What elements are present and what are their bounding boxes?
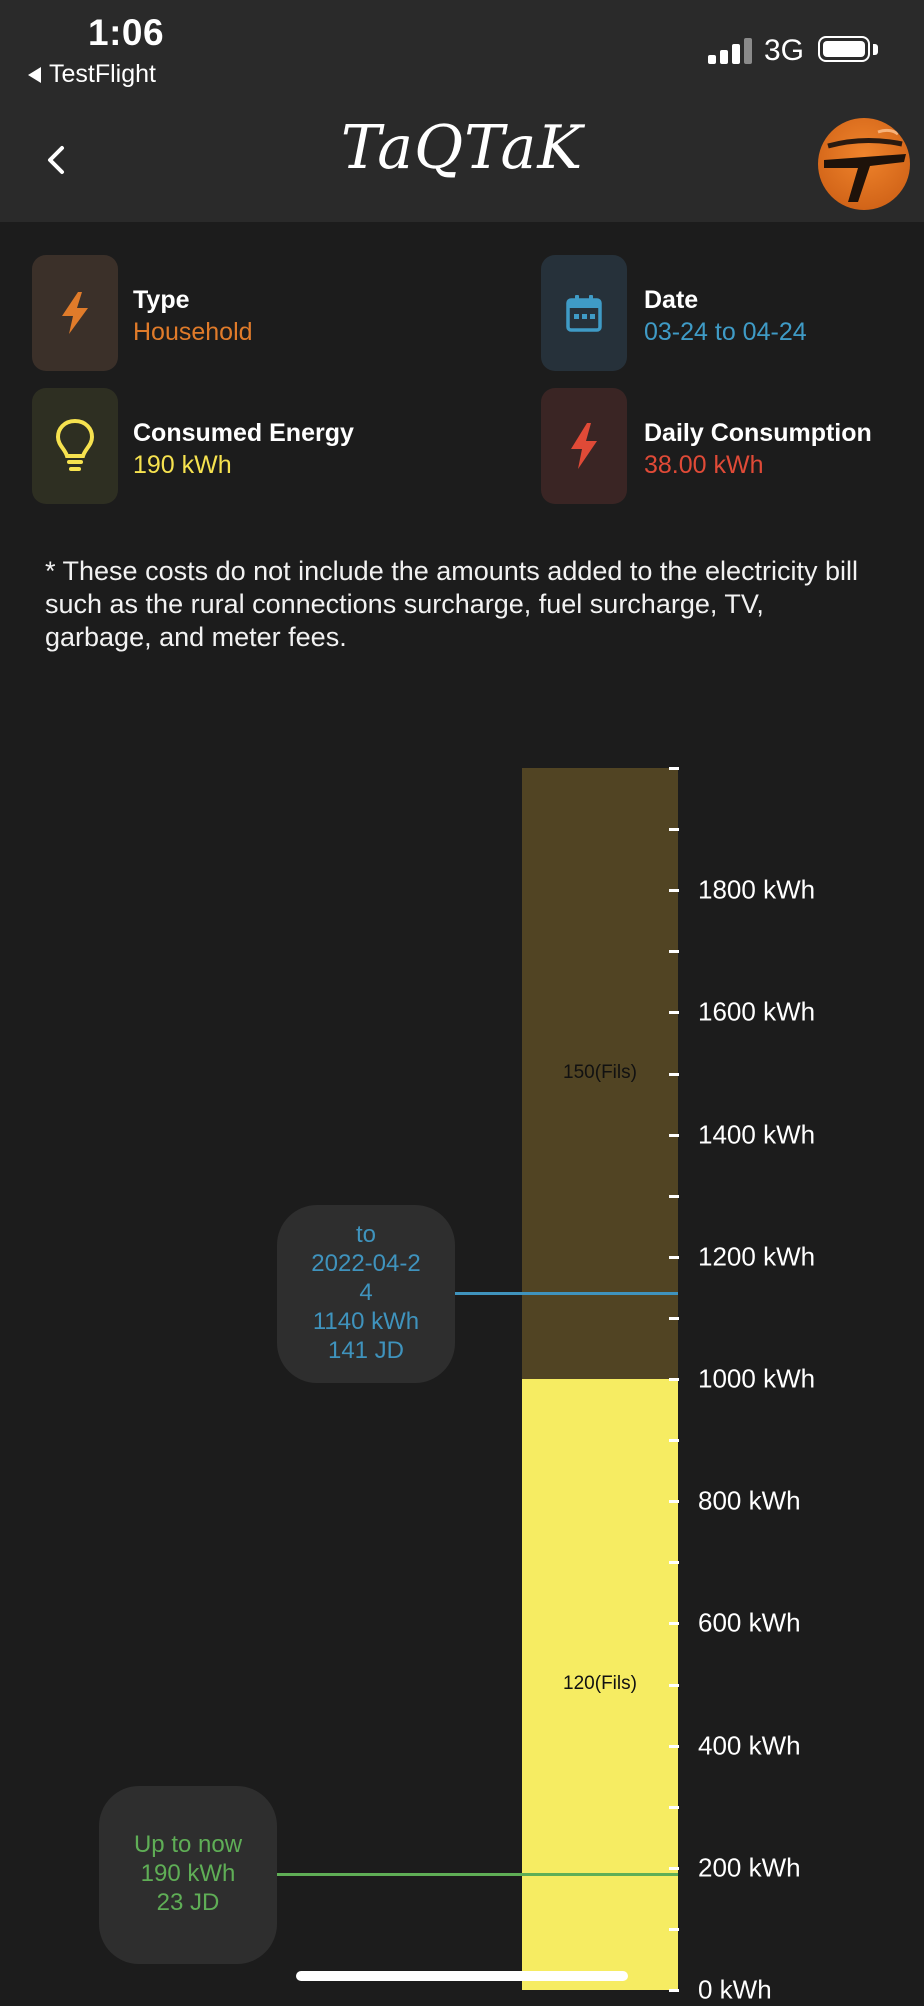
axis-tick-label: 1600 kWh — [698, 996, 816, 1027]
projection-to: to — [355, 1221, 376, 1249]
lightbulb-icon — [55, 418, 95, 471]
battery-cap — [873, 44, 878, 55]
projection-cost: 141 JD — [327, 1337, 405, 1365]
axis-tick — [669, 1194, 679, 1198]
status-bar — [0, 0, 924, 110]
daily-icon-tile — [541, 388, 627, 504]
bolt-icon — [62, 292, 88, 334]
date-value: 03-24 to 04-24 — [644, 318, 807, 346]
projection-line — [455, 1292, 678, 1296]
axis-tick-label: 0 kWh — [698, 1974, 772, 2005]
axis-tick — [669, 950, 679, 954]
axis-tick-label: 1200 kWh — [698, 1241, 816, 1272]
type-value: Household — [133, 318, 253, 346]
axis-tick — [669, 1133, 679, 1137]
energy-value: 190 kWh — [133, 451, 232, 479]
axis-tick — [669, 1072, 679, 1076]
type-info: Type Household — [133, 286, 253, 347]
current-kwh: 190 kWh — [140, 1859, 236, 1887]
date-title: Date — [644, 286, 699, 314]
battery-icon — [818, 36, 870, 62]
axis-tick-label: 1800 kWh — [698, 874, 816, 905]
back-triangle-icon — [28, 66, 41, 83]
axis-tick — [669, 889, 679, 893]
chevron-left-icon[interactable] — [38, 140, 78, 180]
axis-tick-label: 400 kWh — [698, 1730, 801, 1761]
app-logo-icon[interactable] — [818, 118, 910, 210]
bolt-icon — [571, 423, 597, 469]
axis-tick — [669, 828, 679, 832]
tier-bar-150: 150(Fils) — [522, 768, 678, 1379]
back-app-label: TestFlight — [49, 60, 156, 88]
energy-title: Consumed Energy — [133, 419, 354, 447]
current-line — [277, 1872, 678, 1876]
app-title: TaQTaK — [340, 113, 584, 183]
axis-tick — [669, 1255, 679, 1259]
date-icon-tile — [541, 255, 627, 371]
axis-tick — [669, 1500, 679, 1504]
tier-bar-120: 120(Fils) — [522, 1379, 678, 1990]
navigation-bar — [0, 110, 924, 222]
axis-tick — [669, 1805, 679, 1809]
axis-tick-label: 800 kWh — [698, 1485, 801, 1516]
daily-value: 38.00 kWh — [644, 451, 764, 479]
tier-label-120: 120(Fils) — [563, 1672, 637, 1694]
axis-tick — [669, 1927, 679, 1931]
date-info: Date 03-24 to 04-24 — [644, 286, 807, 347]
daily-title: Daily Consumption — [644, 419, 872, 447]
axis-tick — [669, 1744, 679, 1748]
axis-tick — [669, 1316, 679, 1320]
axis-tick-label: 1000 kWh — [698, 1363, 816, 1394]
axis-tick-label: 200 kWh — [698, 1852, 801, 1883]
current-bubble: Up to now 190 kWh 23 JD — [99, 1785, 277, 1964]
projection-bubble: to 2022-04-2 4 1140 kWh 141 JD — [277, 1205, 455, 1384]
projection-kwh: 1140 kWh — [312, 1308, 420, 1336]
type-icon-tile — [32, 255, 118, 371]
back-to-app-link[interactable]: TestFlight — [28, 60, 156, 89]
tier-label-150: 150(Fils) — [563, 1061, 637, 1083]
network-type: 3G — [764, 34, 805, 67]
axis-tick — [669, 767, 679, 770]
type-title: Type — [133, 286, 190, 314]
calendar-icon — [566, 295, 602, 332]
signal-strength-icon — [708, 38, 754, 64]
axis-tick — [669, 1378, 679, 1381]
axis-tick — [669, 1683, 679, 1687]
home-indicator — [296, 1971, 628, 1981]
status-time: 1:06 — [88, 12, 165, 53]
axis-tick-label: 600 kWh — [698, 1607, 801, 1638]
axis-tick — [669, 1866, 679, 1870]
axis-tick — [669, 1622, 679, 1626]
energy-info: Consumed Energy 190 kWh — [133, 419, 354, 480]
energy-icon-tile — [32, 388, 118, 504]
daily-info: Daily Consumption 38.00 kWh — [644, 419, 872, 480]
axis-tick — [669, 1011, 679, 1015]
current-cost: 23 JD — [156, 1888, 220, 1916]
axis-tick — [669, 1989, 679, 1992]
disclaimer-text: * These costs do not include the amounts… — [45, 556, 858, 652]
axis-tick-label: 1400 kWh — [698, 1119, 816, 1150]
projection-date: 2022-04-2 — [311, 1250, 421, 1278]
axis-tick — [669, 1439, 679, 1443]
projection-date-wrap: 4 — [359, 1279, 373, 1307]
current-label: Up to now — [133, 1830, 243, 1858]
axis-tick — [669, 1561, 679, 1565]
